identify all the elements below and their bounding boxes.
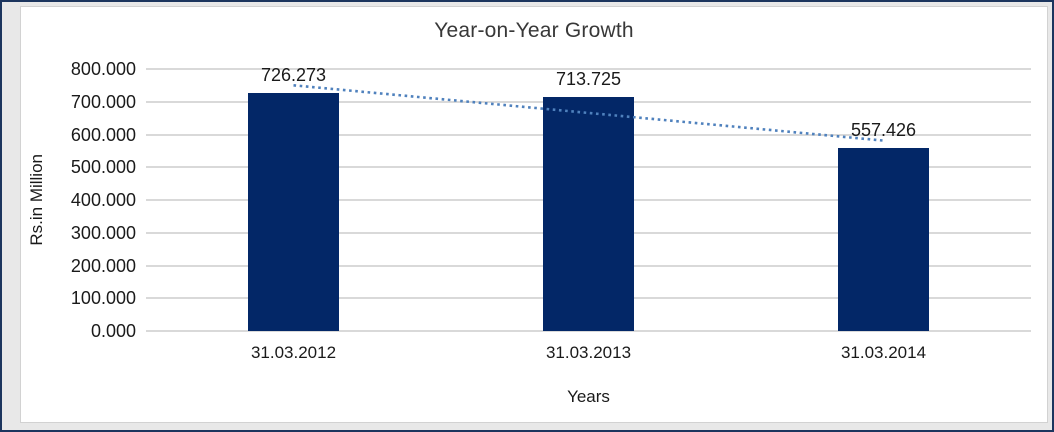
data-label: 713.725 bbox=[555, 69, 622, 90]
gridline bbox=[146, 68, 1031, 70]
x-axis-tick-labels: 31.03.2012 31.03.2013 31.03.2014 bbox=[146, 343, 1031, 363]
bar-31.03.2012 bbox=[248, 93, 339, 331]
bar-31.03.2014 bbox=[838, 148, 929, 331]
gridline bbox=[146, 330, 1031, 332]
plot-area: 726.273 713.725 557.426 bbox=[146, 65, 1031, 332]
data-label: 557.426 bbox=[850, 120, 917, 141]
y-tick-label: 100.000 bbox=[70, 288, 136, 309]
y-axis-tick-labels: 800.000 700.000 600.000 500.000 400.000 300.0… bbox=[21, 59, 136, 341]
x-tick-label: 31.03.2012 bbox=[250, 343, 337, 362]
x-axis-title: Years bbox=[567, 387, 610, 406]
y-tick-label: 300.000 bbox=[70, 222, 136, 243]
x-tick-label: 31.03.2014 bbox=[840, 343, 927, 362]
bar-31.03.2013 bbox=[543, 97, 634, 331]
trendline bbox=[293, 84, 884, 142]
chart-title: Year-on-Year Growth bbox=[434, 19, 634, 42]
data-label: 726.273 bbox=[260, 65, 327, 86]
x-tick-label: 31.03.2013 bbox=[545, 343, 632, 362]
y-tick-label: 600.000 bbox=[70, 124, 136, 145]
y-tick-label: 700.000 bbox=[70, 91, 136, 112]
y-tick-label: 0.000 bbox=[90, 321, 136, 341]
y-tick-label: 200.000 bbox=[70, 255, 136, 276]
chart-area: Year-on-Year Growth Rs.in Million 800.00… bbox=[20, 6, 1048, 423]
y-tick-label: 500.000 bbox=[70, 157, 136, 178]
y-tick-label: 800.000 bbox=[70, 59, 136, 79]
y-tick-label: 400.000 bbox=[70, 190, 136, 210]
